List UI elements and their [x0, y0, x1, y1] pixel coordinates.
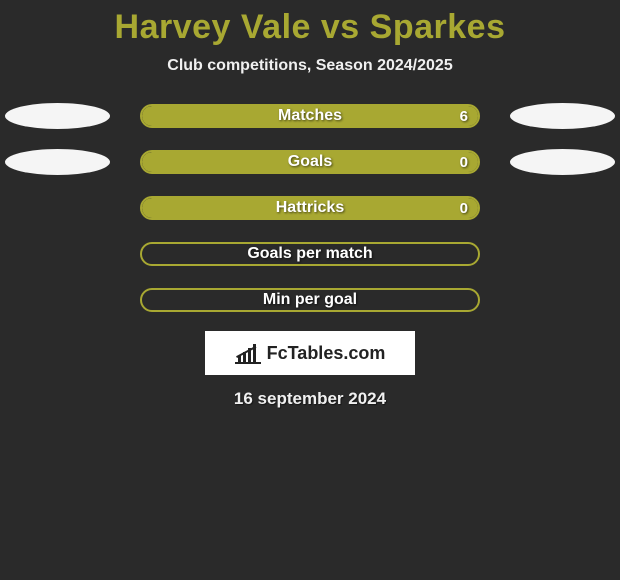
- branding-text: FcTables.com: [267, 343, 386, 364]
- page-subtitle: Club competitions, Season 2024/2025: [0, 57, 620, 75]
- stat-label: Matches: [142, 106, 478, 126]
- stat-row: Min per goal: [0, 287, 620, 313]
- stat-bar: Goals0: [140, 150, 480, 174]
- chart-icon: [235, 342, 261, 364]
- stat-row: Goals0: [0, 149, 620, 175]
- stat-bar: Min per goal: [140, 288, 480, 312]
- stats-list: Matches6Goals0Hattricks0Goals per matchM…: [0, 103, 620, 313]
- stat-row: Matches6: [0, 103, 620, 129]
- player-right-marker: [510, 149, 615, 175]
- page-title: Harvey Vale vs Sparkes: [0, 8, 620, 47]
- stat-value: 0: [460, 198, 468, 218]
- stat-bar: Goals per match: [140, 242, 480, 266]
- player-right-marker: [510, 103, 615, 129]
- stat-value: 6: [460, 106, 468, 126]
- stat-label: Min per goal: [142, 290, 478, 310]
- stat-value: 0: [460, 152, 468, 172]
- stat-bar: Hattricks0: [140, 196, 480, 220]
- stat-label: Goals: [142, 152, 478, 172]
- stat-row: Goals per match: [0, 241, 620, 267]
- branding-logo[interactable]: FcTables.com: [205, 331, 415, 375]
- comparison-widget: Harvey Vale vs Sparkes Club competitions…: [0, 0, 620, 409]
- player-left-marker: [5, 149, 110, 175]
- stat-row: Hattricks0: [0, 195, 620, 221]
- stat-bar: Matches6: [140, 104, 480, 128]
- footer-date: 16 september 2024: [0, 389, 620, 409]
- player-left-marker: [5, 103, 110, 129]
- stat-label: Goals per match: [142, 244, 478, 264]
- stat-label: Hattricks: [142, 198, 478, 218]
